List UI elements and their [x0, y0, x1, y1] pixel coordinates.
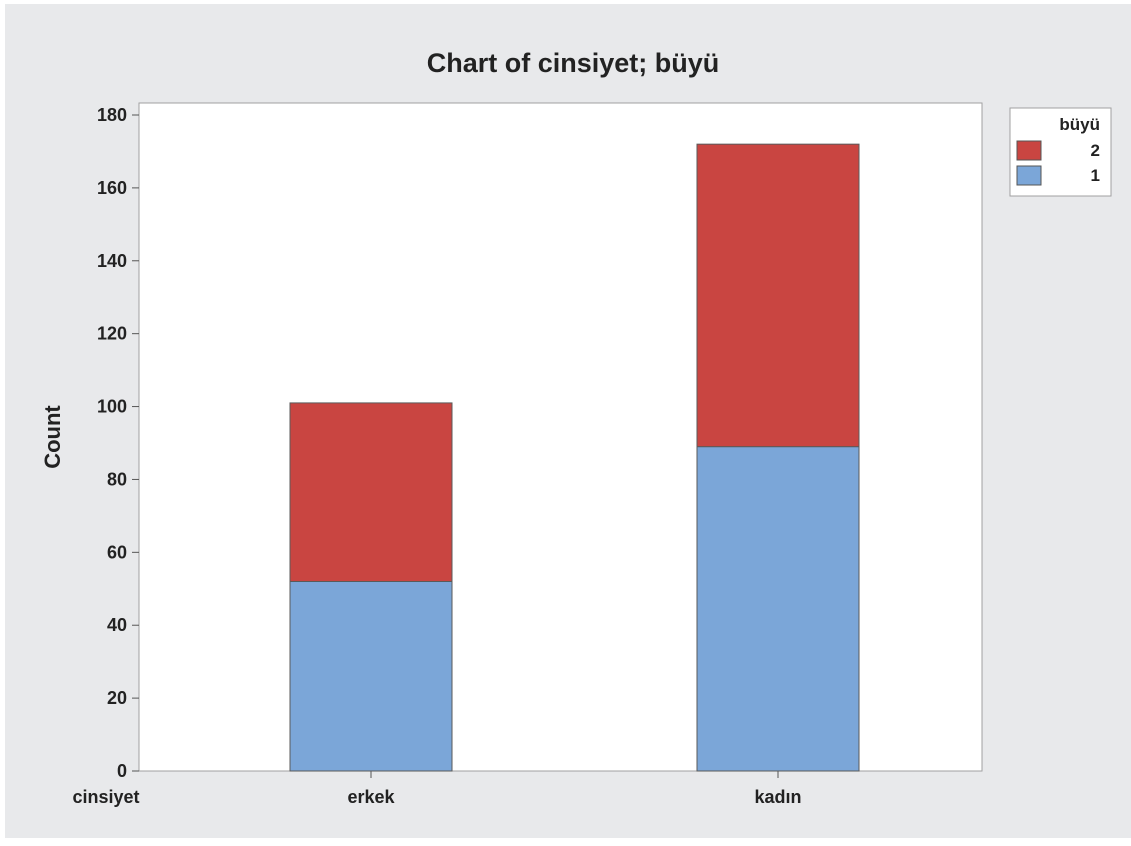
legend-label-1: 1: [1091, 166, 1100, 185]
x-axis-title: cinsiyet: [72, 787, 139, 807]
y-axis: 0 20 40 60 80 100 120 140 160 180: [97, 105, 139, 781]
bar-kadın-series-2: [696, 143, 860, 448]
y-tick-label: 80: [107, 469, 127, 489]
y-tick-label: 20: [107, 688, 127, 708]
bar-kadın-series-1: [696, 446, 860, 772]
legend-title: büyü: [1059, 115, 1100, 134]
x-tick-label: kadın: [754, 787, 801, 807]
legend-swatch-1: [1016, 165, 1042, 186]
y-tick-label: 40: [107, 615, 127, 635]
y-tick-label: 180: [97, 105, 127, 125]
legend-label-2: 2: [1091, 141, 1100, 160]
y-tick-label: 120: [97, 324, 127, 344]
bars-group: [289, 143, 860, 772]
chart-title: Chart of cinsiyet; büyü: [427, 48, 720, 78]
y-tick-label: 140: [97, 251, 127, 271]
y-tick-label: 100: [97, 397, 127, 417]
legend-swatch-2: [1016, 140, 1042, 161]
x-tick-label: erkek: [347, 787, 395, 807]
x-axis: erkek kadın: [347, 771, 802, 807]
legend: büyü 21: [1009, 107, 1112, 197]
y-tick-label: 60: [107, 542, 127, 562]
bar-erkek-series-1: [289, 580, 453, 772]
bar-erkek-series-2: [289, 402, 453, 582]
y-tick-label: 160: [97, 178, 127, 198]
legend-items: 21: [1016, 140, 1100, 186]
y-tick-label: 0: [117, 761, 127, 781]
y-axis-title: Count: [40, 405, 65, 469]
